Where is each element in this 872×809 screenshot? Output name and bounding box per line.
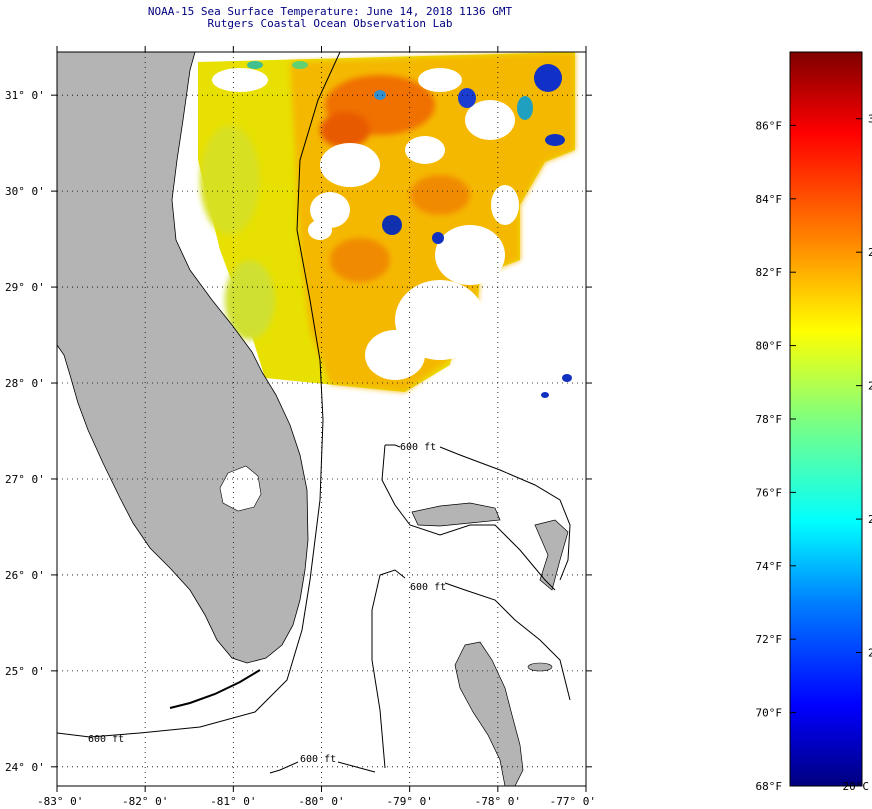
map-title: NOAA-15 Sea Surface Temperature: June 14… — [147, 5, 513, 18]
lon-tick-label: -81° 0' — [210, 795, 256, 808]
colorbar-c-label: 26°C — [868, 380, 872, 393]
florida-keys — [169, 669, 261, 709]
grand-bahama — [411, 502, 501, 527]
colorbar-fahrenheit-scale: 68°F 70°F 72°F 74°F 76°F 78°F 80°F 82°F 84°F 86°F — [756, 119, 796, 793]
lon-tick-label: -82° 0' — [122, 795, 168, 808]
colorbar-c-label: 24°C — [868, 513, 872, 526]
bahamas-islet — [527, 662, 553, 672]
latitude-axis: 24° 0' 25° 0' 26° 0' 27° 0' 28° 0' 29° 0' 30° … — [5, 89, 592, 774]
lon-tick-label: -77° 0' — [550, 795, 596, 808]
lat-tick-label: 25° 0' — [5, 665, 45, 678]
lat-tick-label: 28° 0' — [5, 377, 45, 390]
colorbar-f-label: 72°F — [756, 633, 783, 646]
colorbar-f-label: 84°F — [756, 193, 783, 206]
colorbar — [789, 51, 863, 787]
sst-swath — [57, 52, 575, 398]
colorbar-f-label: 86°F — [756, 119, 783, 132]
colorbar-c-label: 22°C — [868, 647, 872, 660]
contour-label: 600 ft — [300, 754, 336, 765]
lat-tick-label: 24° 0' — [5, 761, 45, 774]
lake-okeechobee — [219, 465, 262, 512]
lat-tick-label: 29° 0' — [5, 281, 45, 294]
longitude-axis: -83° 0' -82° 0' -81° 0' -80° 0' -79° 0' -78° … — [37, 46, 596, 808]
colorbar-f-label: 78°F — [756, 413, 783, 426]
abaco-island — [534, 519, 569, 591]
contour-label: 600 ft — [410, 582, 446, 593]
colorbar-c-label: 30°C — [868, 113, 872, 126]
lat-tick-label: 27° 0' — [5, 473, 45, 486]
colorbar-f-label: 76°F — [756, 486, 783, 499]
lon-tick-label: -79° 0' — [386, 795, 432, 808]
colorbar-f-label: 70°F — [756, 707, 783, 720]
colorbar-celsius-scale: 20°C 22°C 24°C 26°C 28°C 30°C — [843, 113, 872, 793]
colorbar-f-label: 82°F — [756, 266, 783, 279]
colorbar-c-label: 28°C — [868, 246, 872, 259]
florida-landmass — [57, 52, 309, 664]
andros-island — [454, 641, 524, 786]
lat-tick-label: 30° 0' — [5, 185, 45, 198]
colorbar-f-label: 74°F — [756, 560, 783, 573]
colorbar-c-label: 20°C — [843, 780, 870, 793]
lat-tick-label: 26° 0' — [5, 569, 45, 582]
colorbar-f-label: 68°F — [756, 780, 783, 793]
lon-tick-label: -80° 0' — [298, 795, 344, 808]
lon-tick-label: -78° 0' — [475, 795, 521, 808]
bathymetry-contours — [57, 52, 571, 774]
contour-label: 600 ft — [400, 442, 436, 453]
graticule — [57, 52, 586, 786]
map-subtitle: Rutgers Coastal Ocean Observation Lab — [207, 17, 453, 30]
contour-label: 600 ft — [88, 734, 124, 745]
lat-tick-label: 31° 0' — [5, 89, 45, 102]
lon-tick-label: -83° 0' — [37, 795, 83, 808]
colorbar-f-label: 80°F — [756, 340, 783, 353]
